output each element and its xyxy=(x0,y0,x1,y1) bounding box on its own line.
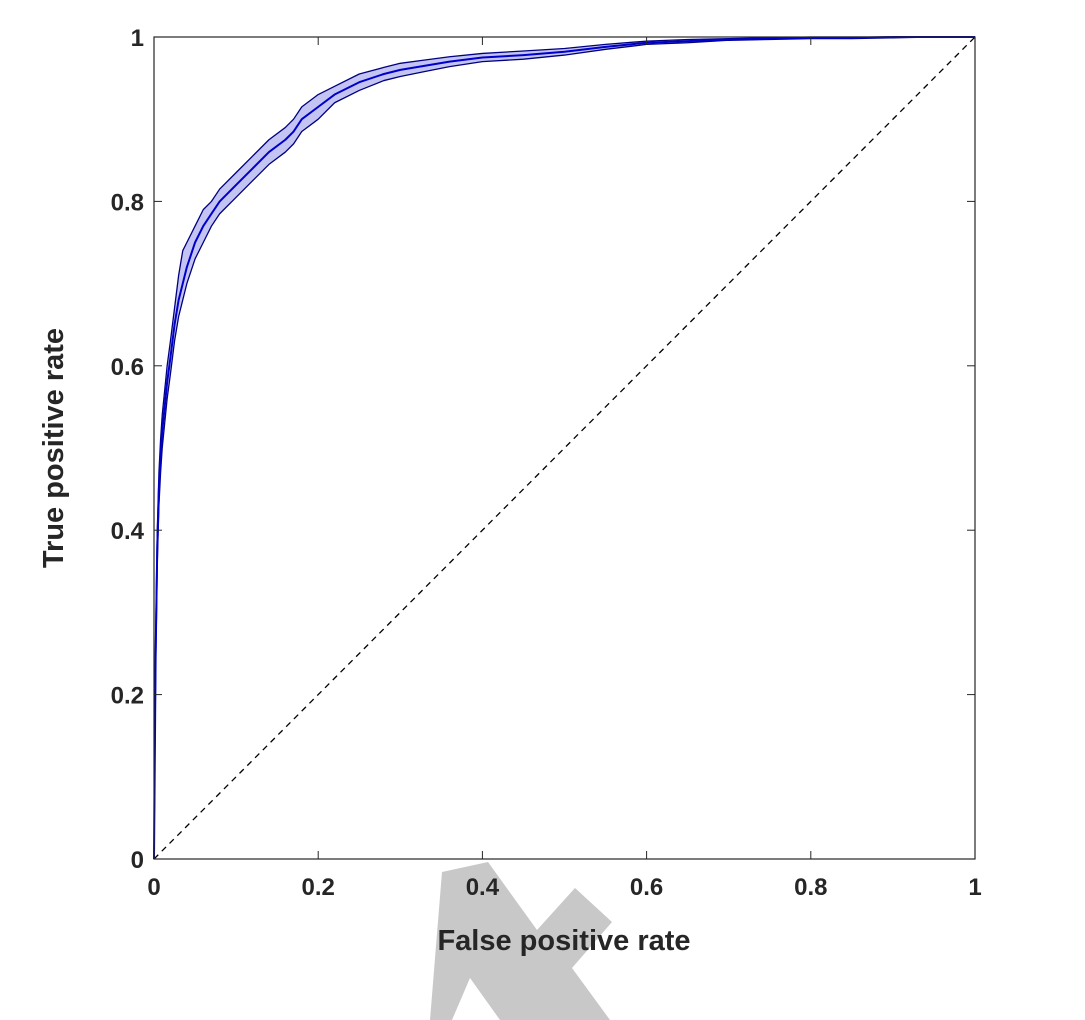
axes xyxy=(153,36,976,860)
y-axis-label: True positive rate xyxy=(38,328,70,568)
x-tick-label: 0.2 xyxy=(302,874,335,901)
lower-band-line xyxy=(153,36,975,860)
x-tick-label: 0.6 xyxy=(630,874,663,901)
y-tick-label: 0 xyxy=(131,847,144,874)
tick-labels: 0 0.2 0.4 0.6 0.8 1 0 0.2 0.4 0.6 0.8 1 xyxy=(111,25,982,901)
y-tick-label: 0.2 xyxy=(111,683,144,710)
x-tick-label: 0 xyxy=(147,874,160,901)
chance-line xyxy=(153,36,976,860)
roc-lines xyxy=(153,36,976,860)
y-tick-label: 0.8 xyxy=(111,189,144,216)
upper-band-line xyxy=(153,36,975,860)
x-tick-label: 0.8 xyxy=(794,874,827,901)
y-tick-label: 0.4 xyxy=(111,518,145,545)
x-tick-label: 0.4 xyxy=(466,874,500,901)
y-tick-label: 0.6 xyxy=(111,354,144,381)
watermark-shape xyxy=(430,862,612,1020)
mean-roc-line xyxy=(153,36,975,860)
axes-box xyxy=(153,36,976,860)
x-tick-label: 1 xyxy=(968,874,981,901)
x-axis-label: False positive rate xyxy=(437,925,690,957)
y-tick-label: 1 xyxy=(131,25,144,52)
